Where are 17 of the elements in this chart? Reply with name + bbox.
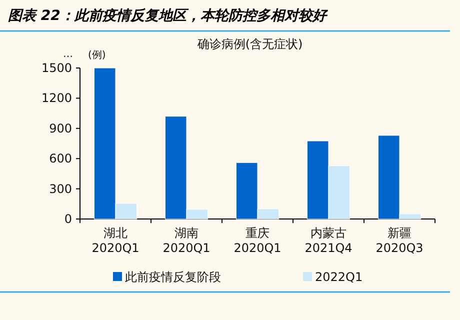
- y-tick-label: 1500: [41, 61, 72, 75]
- y-tick-label: 900: [49, 121, 72, 136]
- chart-title: 图表 22：此前疫情反复地区，本轮防控多相对较好: [8, 7, 328, 24]
- legend-label: 此前疫情反复阶段: [125, 270, 221, 284]
- chart-subtitle: 确诊病例(含无症状): [196, 37, 303, 51]
- x-tick-label: 重庆 2020Q1: [234, 226, 282, 255]
- y-tick-label: 0: [64, 212, 72, 226]
- text: …: [63, 49, 73, 60]
- y-axis-title: (例): [88, 50, 106, 61]
- y-tick-label: 1200: [41, 91, 72, 106]
- legend-label: 2022Q1: [315, 270, 363, 284]
- x-tick-label: 湖北 2020Q1: [92, 226, 140, 255]
- y-tick-label: 300: [49, 182, 72, 196]
- x-tick-label: 内蒙古 2021Q4: [304, 226, 352, 255]
- y-tick-label: 600: [49, 152, 72, 166]
- x-tick-label: 湖南 2020Q1: [162, 226, 210, 255]
- x-tick-label: 新疆 2020Q3: [376, 226, 424, 255]
